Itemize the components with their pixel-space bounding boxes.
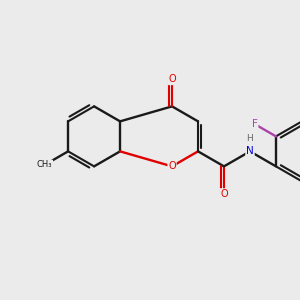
Text: H: H bbox=[247, 134, 254, 143]
Text: O: O bbox=[168, 161, 176, 171]
Text: O: O bbox=[220, 189, 228, 199]
Text: N: N bbox=[246, 146, 254, 156]
Text: F: F bbox=[252, 119, 258, 129]
Text: O: O bbox=[168, 74, 176, 84]
Text: CH₃: CH₃ bbox=[37, 160, 52, 169]
